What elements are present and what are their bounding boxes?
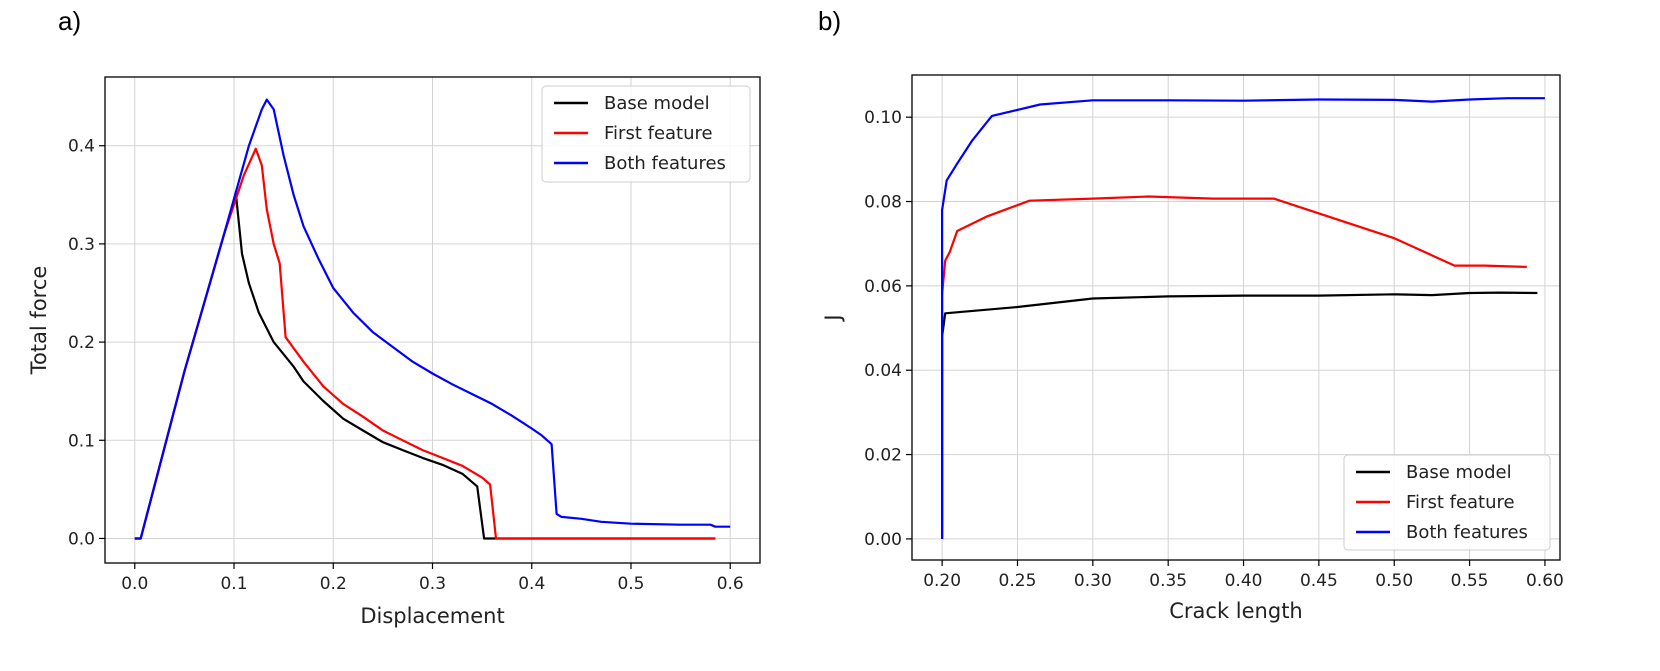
y-tick-label: 0.04 bbox=[864, 361, 902, 381]
legend-box bbox=[541, 85, 751, 183]
x-tick-label: 0.30 bbox=[1074, 571, 1112, 591]
y-tick-label: 0.0 bbox=[68, 529, 95, 549]
series-line-base-model bbox=[941, 291, 1538, 539]
y-tick-label: 0.1 bbox=[68, 431, 95, 451]
x-tick-label: 0.25 bbox=[999, 571, 1037, 591]
legend-label-first-feature: First feature bbox=[604, 123, 713, 144]
legend: Base model First feature Both features bbox=[541, 85, 751, 183]
y-axis-label: J bbox=[821, 314, 845, 322]
panel-label-a: a) bbox=[58, 6, 82, 36]
y-tick-label: 0.02 bbox=[864, 446, 902, 466]
y-tick-label: 0.00 bbox=[864, 530, 902, 550]
legend-box bbox=[1343, 454, 1551, 551]
chart-0: 0.0 0.1 0.2 0.3 0.4 0.5 0.6 0.0 0.1 0.2 0.3 0.4 Disp… bbox=[27, 76, 761, 628]
x-tick-label: 0.55 bbox=[1451, 571, 1489, 591]
y-tick-label: 0.08 bbox=[864, 193, 902, 213]
x-tick-label: 0.0 bbox=[121, 574, 148, 594]
y-tick-label: 0.2 bbox=[68, 333, 95, 353]
legend-label-both-features: Both features bbox=[1406, 522, 1528, 543]
panel-label-b: b) bbox=[818, 6, 842, 36]
legend-label-base-model: Base model bbox=[604, 93, 710, 114]
y-tick-label: 0.10 bbox=[864, 108, 902, 128]
x-tick-label: 0.1 bbox=[220, 574, 247, 594]
x-tick-label: 0.50 bbox=[1375, 571, 1413, 591]
x-tick-label: 0.3 bbox=[419, 574, 446, 594]
x-tick-label: 0.45 bbox=[1300, 571, 1338, 591]
y-tick-label: 0.3 bbox=[68, 235, 95, 255]
plot-frame bbox=[911, 74, 1561, 561]
x-tick-label: 0.20 bbox=[923, 571, 961, 591]
series-line-first-feature bbox=[134, 147, 716, 540]
x-tick-label: 0.5 bbox=[617, 574, 644, 594]
x-tick-label: 0.6 bbox=[717, 574, 744, 594]
y-tick-label: 0.06 bbox=[864, 277, 902, 297]
x-tick-label: 0.35 bbox=[1149, 571, 1187, 591]
legend: Base model First feature Both features bbox=[1343, 454, 1551, 551]
series-line-both-features bbox=[134, 98, 731, 540]
legend-label-base-model: Base model bbox=[1406, 462, 1512, 483]
series-line-first-feature bbox=[941, 195, 1527, 539]
chart-1: 0.20 0.25 0.30 0.35 0.40 0.45 0.50 0.55 0.60 0.00… bbox=[821, 74, 1564, 623]
x-axis-label: Displacement bbox=[360, 604, 504, 628]
series-line-both-features bbox=[941, 97, 1545, 539]
legend-label-both-features: Both features bbox=[604, 153, 726, 174]
legend-label-first-feature: First feature bbox=[1406, 492, 1515, 513]
series-line-base-model bbox=[134, 193, 716, 540]
x-tick-label: 0.40 bbox=[1225, 571, 1263, 591]
x-axis-label: Crack length bbox=[1169, 599, 1303, 623]
y-tick-label: 0.4 bbox=[68, 137, 95, 157]
x-tick-label: 0.60 bbox=[1526, 571, 1564, 591]
y-axis-label: Total force bbox=[27, 266, 51, 376]
x-tick-label: 0.2 bbox=[320, 574, 347, 594]
x-tick-label: 0.4 bbox=[518, 574, 545, 594]
